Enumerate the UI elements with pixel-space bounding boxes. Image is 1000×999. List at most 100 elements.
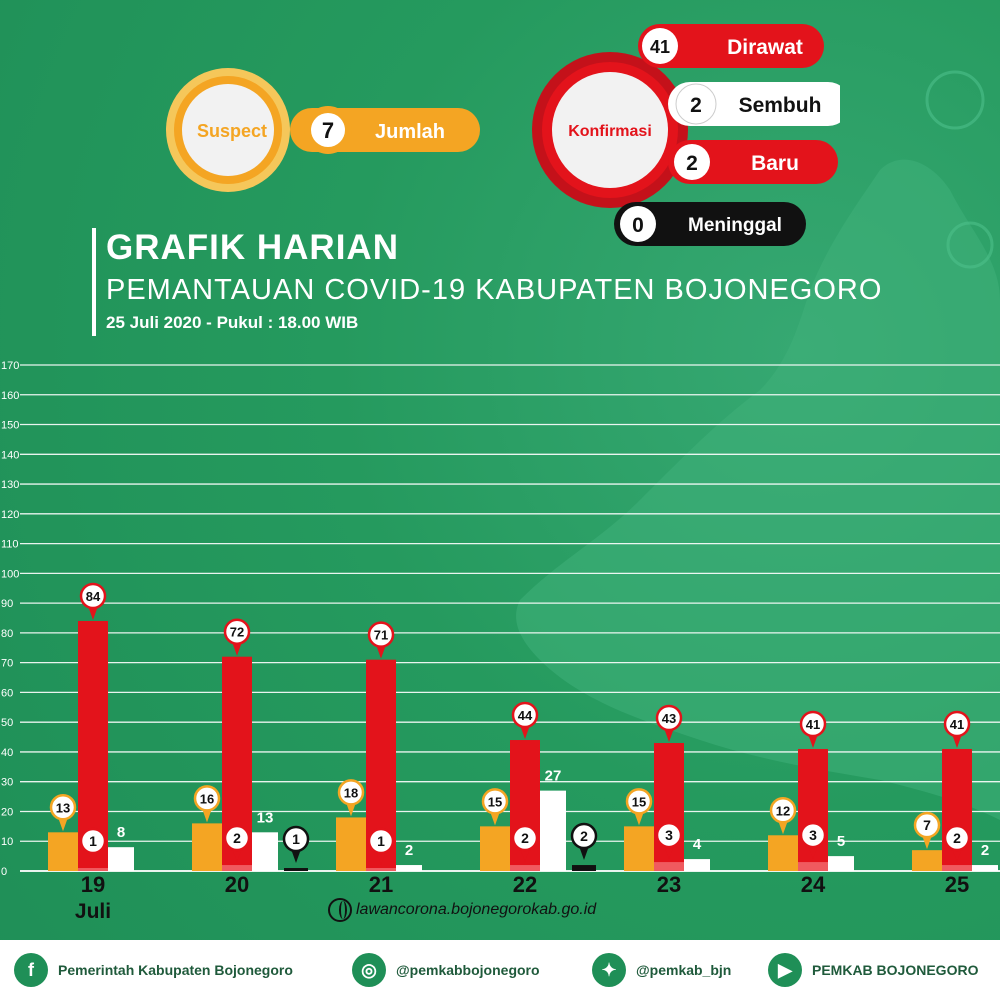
y-tick-label: 60	[1, 687, 13, 699]
pin-circle	[282, 825, 310, 853]
bar-baru	[510, 865, 540, 871]
data-label: 71	[374, 628, 388, 643]
bar-baru	[654, 862, 684, 871]
pin-pointer	[520, 848, 530, 863]
bar-suspect	[48, 832, 78, 871]
label-sembuh: 2	[981, 842, 989, 859]
bar-sembuh	[252, 832, 278, 871]
pin-pointer	[952, 848, 962, 863]
pin-circle	[943, 824, 971, 852]
title-block: GRAFIK HARIAN PEMANTAUAN COVID-19 KABUPA…	[92, 228, 882, 336]
pin-circle	[79, 827, 107, 855]
pin-circle	[337, 779, 365, 806]
pin-suspect: 12	[769, 797, 797, 835]
konfirmasi-label: Konfirmasi	[568, 123, 652, 140]
bar-sembuh	[972, 865, 998, 871]
data-label: 15	[488, 794, 502, 809]
data-label: 72	[230, 625, 244, 640]
pin-circle	[193, 785, 221, 812]
y-tick-label: 30	[1, 777, 13, 789]
pin-dirawat: 41	[799, 710, 827, 748]
dirawat-value: 41	[650, 37, 670, 57]
bar-suspect	[912, 850, 942, 871]
pin-pointer	[291, 849, 301, 864]
pin-pointer	[202, 808, 212, 823]
y-tick-label: 10	[1, 836, 13, 848]
pin-baru: 2	[511, 824, 539, 863]
label-sembuh: 4	[693, 836, 702, 853]
pin-pointer	[88, 851, 98, 866]
suspect-value-label: Jumlah	[375, 121, 445, 143]
website-link[interactable]: lawancorona.bojonegorokab.go.id	[328, 898, 596, 922]
pin-suspect: 15	[625, 788, 653, 826]
label-sembuh: 8	[117, 824, 125, 841]
globe-icon	[328, 898, 352, 922]
bar-suspect	[768, 835, 798, 871]
page-subtitle: PEMANTAUAN COVID-19 KABUPATEN BOJONEGORO	[106, 274, 883, 306]
pin-baru: 3	[655, 821, 683, 860]
data-label: 84	[86, 589, 101, 604]
y-tick-label: 0	[1, 866, 7, 878]
y-tick-label: 50	[1, 717, 13, 729]
pin-baru: 2	[223, 824, 251, 863]
suspect-label: Suspect	[197, 121, 267, 141]
bar-suspect	[336, 817, 366, 871]
y-tick-label: 20	[1, 806, 13, 818]
pin-suspect: 13	[49, 794, 77, 832]
pin-dirawat: 72	[223, 618, 251, 656]
pin-circle	[79, 582, 107, 610]
twitter-link[interactable]: ✦ @pemkab_bjn	[592, 952, 731, 988]
pin-pointer	[952, 733, 962, 748]
y-tick-label: 170	[1, 360, 19, 372]
pin-baru: 2	[943, 824, 971, 863]
pin-baru: 1	[367, 827, 395, 866]
y-tick-label: 80	[1, 628, 13, 640]
pin-circle	[625, 788, 653, 815]
pin-pointer	[490, 811, 500, 826]
pin-dirawat: 41	[943, 710, 971, 748]
facebook-link[interactable]: f Pemerintah Kabupaten Bojonegoro	[14, 952, 293, 988]
instagram-icon: ◎	[352, 953, 386, 987]
twitter-label: @pemkab_bjn	[636, 962, 732, 978]
sembuh-value: 2	[690, 94, 702, 117]
youtube-link[interactable]: ▶ PEMKAB BOJONEGORO	[768, 952, 978, 988]
pin-circle	[367, 621, 395, 648]
data-label: 2	[953, 830, 961, 846]
pin-suspect: 16	[193, 785, 221, 823]
data-label: 1	[377, 833, 385, 849]
pin-suspect: 15	[481, 788, 509, 826]
y-tick-label: 110	[1, 539, 19, 551]
pin-circle	[943, 710, 971, 738]
pin-dirawat: 84	[79, 582, 107, 620]
data-label: 44	[518, 708, 533, 723]
pin-pointer	[232, 848, 242, 863]
bar-baru	[942, 865, 972, 871]
pin-pointer	[778, 820, 788, 835]
data-label: 2	[580, 828, 588, 844]
pin-circle	[223, 824, 251, 852]
pin-pointer	[922, 835, 932, 850]
youtube-label: PEMKAB BOJONEGORO	[812, 962, 979, 978]
pin-circle	[799, 821, 827, 849]
bar-suspect	[192, 823, 222, 871]
pin-baru: 1	[79, 827, 107, 866]
pin-pointer	[634, 811, 644, 826]
data-label: 3	[665, 827, 673, 843]
bar-sembuh	[396, 865, 422, 871]
sembuh-label: Sembuh	[739, 94, 822, 117]
pin-circle	[655, 821, 683, 849]
bar-baru	[366, 868, 396, 871]
data-label: 1	[89, 833, 97, 849]
page-title: GRAFIK HARIAN	[106, 228, 399, 267]
pin-circle	[511, 824, 539, 852]
dirawat-label: Dirawat	[727, 36, 803, 59]
pin-suspect: 18	[337, 779, 365, 817]
data-label: 1	[292, 831, 300, 847]
instagram-label: @pemkabbojonegoro	[396, 962, 540, 978]
pin-pointer	[376, 644, 386, 659]
y-tick-label: 150	[1, 420, 19, 432]
instagram-link[interactable]: ◎ @pemkabbojonegoro	[352, 952, 540, 988]
bar-sembuh	[108, 847, 134, 871]
y-tick-label: 160	[1, 390, 19, 402]
meninggal-value: 0	[632, 214, 644, 237]
